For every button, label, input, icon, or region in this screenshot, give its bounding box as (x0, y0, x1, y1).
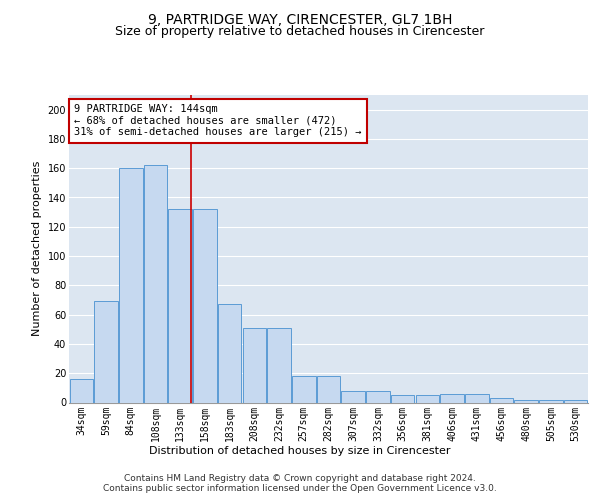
Bar (416, 395, 439, 402)
Bar (490, 398, 513, 402)
Text: 9 PARTRIDGE WAY: 144sqm
← 68% of detached houses are smaller (472)
31% of semi-d: 9 PARTRIDGE WAY: 144sqm ← 68% of detache… (74, 104, 362, 138)
Text: Contains HM Land Registry data © Crown copyright and database right 2024.
Contai: Contains HM Land Registry data © Crown c… (103, 474, 497, 494)
Bar (94, 302, 118, 402)
Bar (242, 328, 266, 402)
Bar (539, 400, 563, 402)
Bar (218, 304, 241, 402)
Bar (193, 209, 217, 402)
Bar (292, 376, 316, 402)
Bar (465, 394, 488, 402)
Bar (317, 376, 340, 402)
Text: Size of property relative to detached houses in Cirencester: Size of property relative to detached ho… (115, 25, 485, 38)
Text: 9, PARTRIDGE WAY, CIRENCESTER, GL7 1BH: 9, PARTRIDGE WAY, CIRENCESTER, GL7 1BH (148, 12, 452, 26)
Bar (341, 391, 365, 402)
Bar (169, 209, 192, 402)
Bar (119, 168, 143, 402)
Bar (514, 400, 538, 402)
Bar (564, 400, 587, 402)
Y-axis label: Number of detached properties: Number of detached properties (32, 161, 42, 336)
Text: Distribution of detached houses by size in Cirencester: Distribution of detached houses by size … (149, 446, 451, 456)
Bar (391, 395, 415, 402)
Bar (366, 391, 389, 402)
Bar (70, 379, 93, 402)
Bar (268, 328, 291, 402)
Bar (440, 394, 464, 402)
Bar (144, 166, 167, 402)
